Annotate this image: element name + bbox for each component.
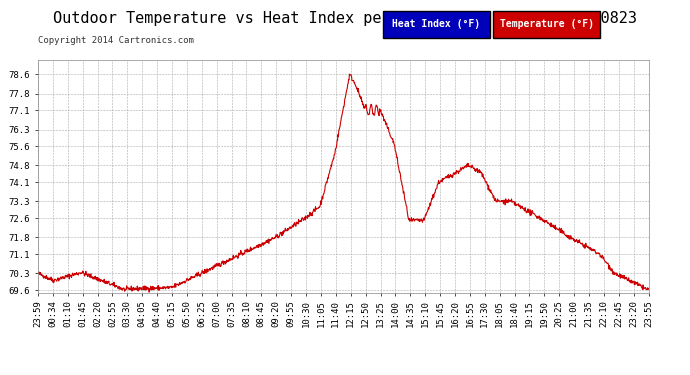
Text: Temperature (°F): Temperature (°F) xyxy=(500,20,594,29)
Text: Heat Index (°F): Heat Index (°F) xyxy=(393,20,480,29)
Text: Outdoor Temperature vs Heat Index per Minute (24 Hours) 20140823: Outdoor Temperature vs Heat Index per Mi… xyxy=(53,11,637,26)
Text: Copyright 2014 Cartronics.com: Copyright 2014 Cartronics.com xyxy=(38,36,194,45)
